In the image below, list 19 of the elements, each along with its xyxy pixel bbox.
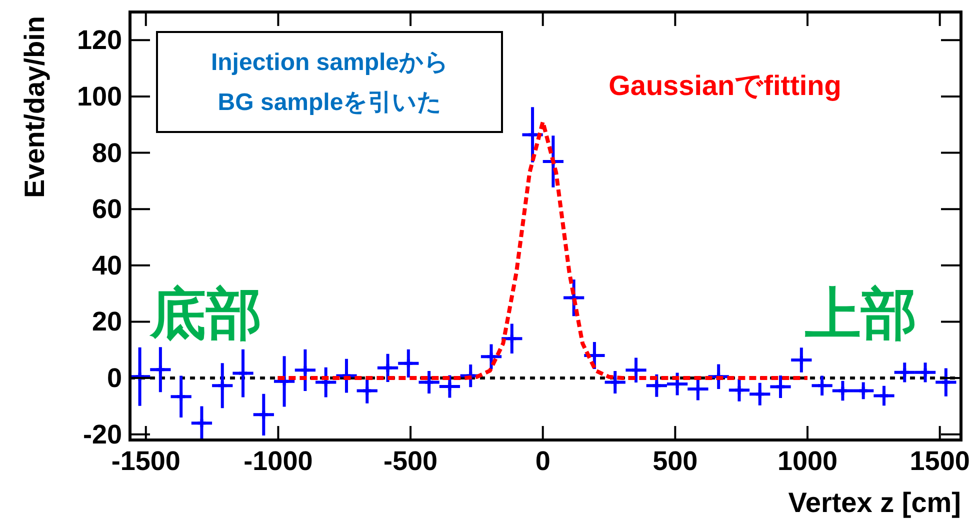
- y-tick-label: 100: [76, 81, 122, 112]
- y-tick-label: 0: [106, 363, 122, 394]
- y-tick-label: 20: [92, 306, 122, 337]
- y-tick-label: 40: [92, 250, 122, 280]
- x-tick-label: 500: [652, 446, 698, 476]
- y-axis-title: Event/day/bin: [19, 16, 50, 198]
- y-tick-label: 60: [92, 194, 122, 224]
- x-tick-label: 1000: [777, 446, 838, 476]
- annotation: 底部: [149, 282, 262, 345]
- x-tick-label: -500: [384, 446, 438, 476]
- x-tick-label: 0: [535, 446, 550, 476]
- annotation: 上部: [805, 282, 917, 345]
- x-tick-label: 1500: [910, 446, 970, 476]
- x-axis-title: Vertex z [cm]: [788, 487, 961, 518]
- y-tick-label: 80: [92, 138, 122, 168]
- y-tick-label: 120: [76, 25, 122, 56]
- annotation: Injection sampleから BG sampleを引いた: [210, 49, 450, 116]
- x-tick-label: -1000: [244, 446, 313, 476]
- annotation: Gaussianでfitting: [608, 70, 842, 101]
